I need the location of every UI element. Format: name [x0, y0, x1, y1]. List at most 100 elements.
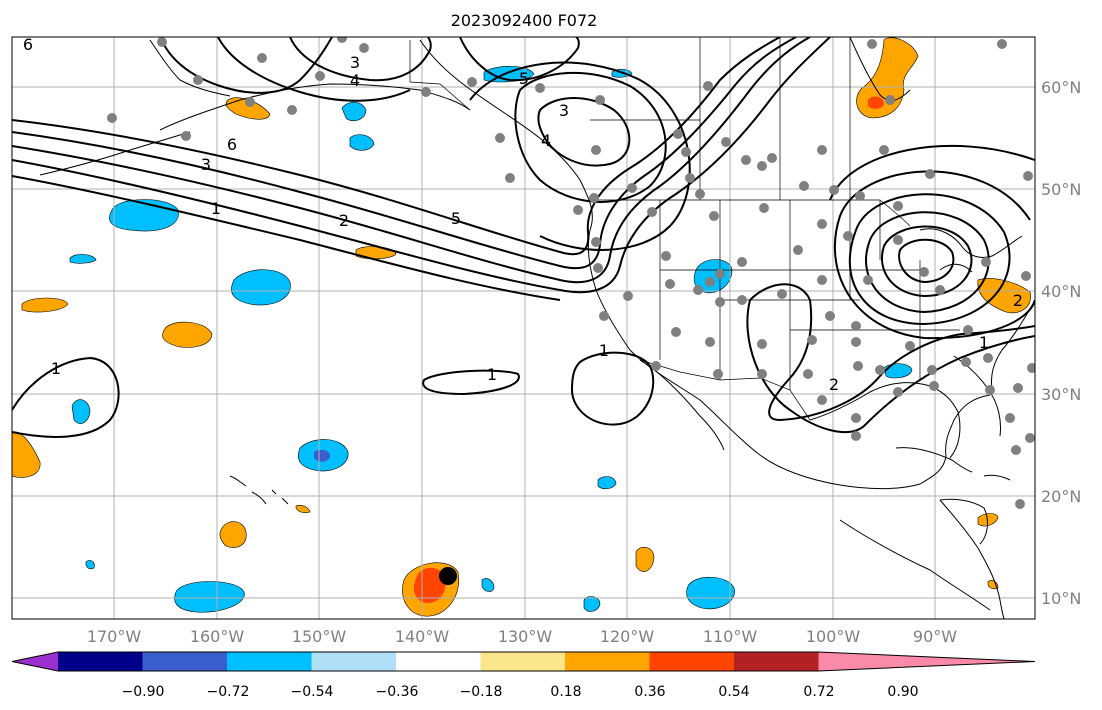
lat-tick-label: 60°N [1041, 78, 1081, 97]
positive-anomaly-patch [635, 546, 655, 572]
map-area: 6 3 4 5 3 4 6 3 1 2 5 1 1 1 2 1 2 [12, 37, 1035, 619]
positive-anomaly-patch [162, 321, 213, 348]
contour-label: 4 [541, 131, 551, 150]
central-america-coast [939, 499, 1005, 619]
contour-label: 1 [487, 365, 497, 384]
station-dot [709, 211, 719, 221]
contour-label: 1 [211, 199, 221, 218]
contour-label: 5 [451, 209, 461, 228]
yucatan [939, 498, 988, 545]
lon-tick-label: 100°W [806, 627, 861, 646]
negative-anomaly-patch [341, 101, 367, 122]
map-title: 2023092400 F072 [451, 11, 598, 30]
contour-label-layer: 6 3 4 5 3 4 6 3 1 2 5 1 1 1 2 1 2 [23, 37, 1023, 394]
station-dot [693, 285, 703, 295]
north-america-west-coast [419, 39, 991, 490]
negative-anomaly-patch [883, 363, 913, 379]
colorbar-segment [311, 652, 397, 671]
station-dot [817, 275, 827, 285]
contour-label: 1 [51, 359, 61, 378]
storm-center-marker [439, 567, 457, 585]
contour-line [514, 71, 667, 203]
negative-anomaly-patch [174, 581, 245, 613]
station-dot [737, 295, 747, 305]
station-dot [893, 201, 903, 211]
station-dot [599, 311, 609, 321]
station-dot [853, 361, 863, 371]
station-dot [893, 235, 903, 245]
colorbar [11, 651, 1036, 672]
station-dot [825, 311, 835, 321]
alaska-west-coast [149, 39, 231, 97]
lon-tick-label: 110°W [703, 627, 758, 646]
negative-anomaly-patch [69, 254, 97, 264]
colorbar-tick-label: 0.54 [718, 684, 749, 700]
lat-tick-label: 30°N [1041, 385, 1081, 404]
contour-line [12, 37, 811, 284]
colorbar-tick-label: −0.36 [376, 684, 419, 700]
positive-anomaly-patch [977, 278, 1031, 314]
positive-anomaly-patch [12, 431, 41, 478]
station-dot [705, 337, 715, 347]
hawaii-islands [229, 475, 289, 505]
positive-anomaly-patch [219, 521, 247, 548]
station-dot [767, 153, 777, 163]
contour-line [12, 175, 561, 301]
station-dot [715, 297, 725, 307]
contour-label: 2 [829, 375, 839, 394]
lon-tick-label: 170°W [87, 627, 142, 646]
station-dot [181, 131, 191, 141]
negative-anomaly-patch [349, 134, 375, 151]
station-dot [1011, 445, 1021, 455]
station-dot [721, 137, 731, 147]
station-dot [591, 237, 601, 247]
station-dot [817, 145, 827, 155]
station-dot [829, 185, 839, 195]
station-dot [651, 361, 661, 371]
station-dot [925, 169, 935, 179]
contour-label: 2 [1013, 291, 1023, 310]
anomaly-fill-layer [12, 37, 1031, 617]
positive-anomaly-patch [868, 96, 884, 109]
colorbar-tick-label: −0.18 [460, 684, 503, 700]
lat-tick-label: 20°N [1041, 487, 1081, 506]
negative-anomaly-patch [314, 449, 330, 462]
hudson-bay [849, 37, 911, 101]
station-dot [1023, 171, 1033, 181]
contour-lines [12, 37, 1035, 438]
station-dot [107, 113, 117, 123]
station-dot [359, 43, 369, 53]
contour-line [898, 238, 955, 284]
contour-line [459, 37, 580, 82]
station-dot [799, 181, 809, 191]
station-dot [421, 87, 431, 97]
atlantic-coast [991, 299, 1035, 391]
station-dot [715, 269, 725, 279]
colorbar-segment [396, 652, 481, 671]
positive-anomaly-patch [21, 297, 69, 313]
colorbar-labels: −0.90 −0.72 −0.54 −0.36 −0.18 0.18 0.36 … [122, 684, 919, 700]
negative-anomaly-patch [686, 576, 735, 610]
lat-tick-label: 50°N [1041, 180, 1081, 199]
map-frame [11, 36, 1036, 620]
station-dot [919, 267, 929, 277]
colorbar-tick-label: −0.72 [207, 684, 250, 700]
station-dot [981, 257, 991, 267]
negative-anomaly-patch [481, 578, 495, 592]
station-dot [1021, 271, 1031, 281]
contour-line [159, 37, 333, 94]
station-dot [671, 327, 681, 337]
contour-line [848, 193, 1011, 326]
colorbar-segment [649, 652, 735, 671]
contour-label: 4 [350, 71, 360, 90]
station-dot [741, 155, 751, 165]
colorbar-segment [734, 652, 819, 671]
station-dot [193, 75, 203, 85]
lon-tick-label: 120°W [600, 627, 655, 646]
contour-line [749, 283, 1035, 422]
contour-line [833, 170, 1035, 340]
contour-line [865, 211, 990, 314]
colorbar-segment [142, 652, 228, 671]
contour-line [289, 37, 432, 82]
contour-line [469, 61, 691, 251]
